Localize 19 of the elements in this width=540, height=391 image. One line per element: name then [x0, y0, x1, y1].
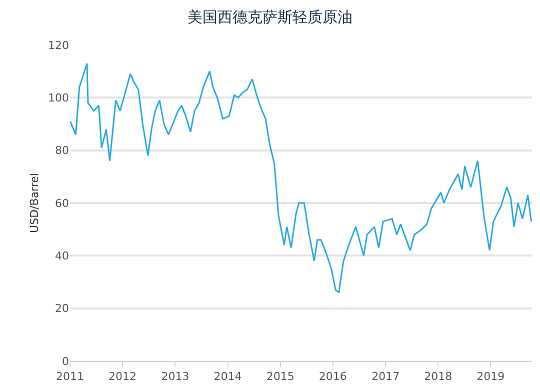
chart-title: 美国西德克萨斯轻质原油 [188, 8, 352, 26]
y-tick-label: 100 [48, 92, 69, 105]
y-tick-label: 40 [55, 250, 69, 263]
y-tick-label: 60 [55, 196, 69, 210]
x-tick-label: 2017 [372, 370, 400, 384]
y-tick-label: 120 [48, 38, 69, 52]
x-tick-label: 2016 [318, 370, 347, 384]
x-tick-label: 2018 [424, 370, 452, 384]
y-axis-title: USD/Barrel [28, 173, 41, 233]
x-tick-label: 2011 [56, 370, 84, 384]
x-tick-label: 2013 [161, 370, 190, 384]
y-tick-label: 0 [62, 354, 69, 368]
x-tick-label: 2014 [214, 370, 242, 384]
x-tick-label: 2015 [266, 370, 294, 384]
y-tick-label: 80 [55, 144, 69, 158]
line-series [70, 62, 532, 294]
x-tick-label: 2019 [476, 370, 505, 384]
y-tick-label: 20 [55, 302, 69, 316]
x-tick-label: 2012 [108, 370, 137, 384]
